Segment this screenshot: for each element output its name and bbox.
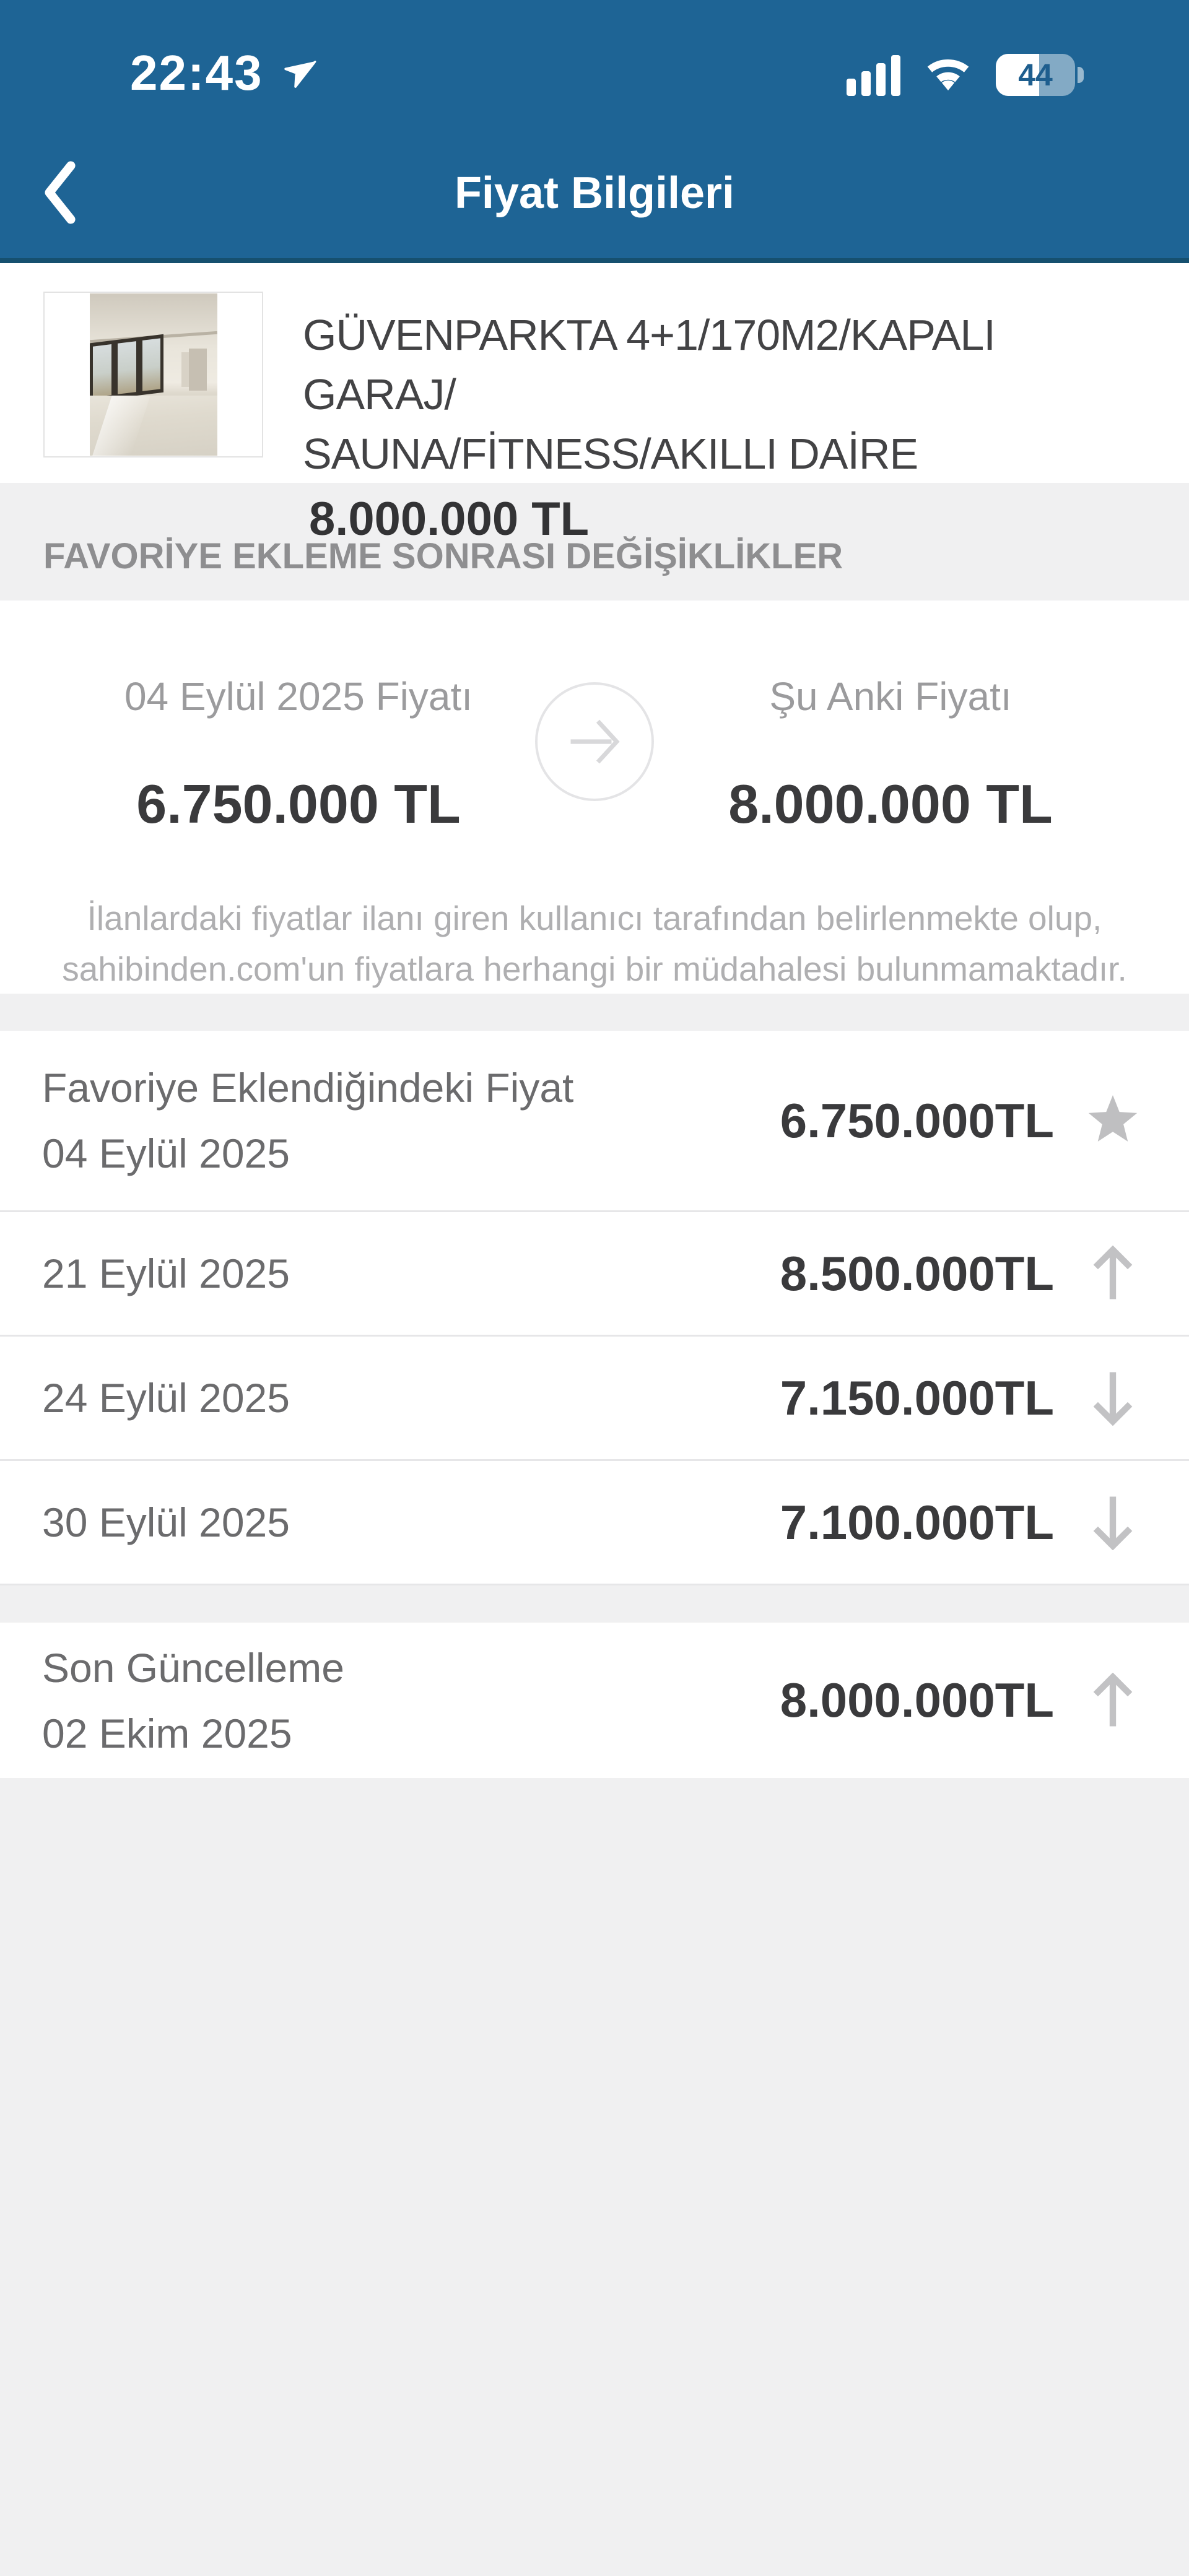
listing-title-line2: SAUNA/FİTNESS/AKILLI DAİRE [303, 430, 918, 478]
location-arrow-icon [279, 54, 318, 92]
row-label: Son Güncelleme [42, 1644, 344, 1691]
page-title: Fiyat Bilgileri [454, 168, 735, 218]
row-price: 8.000.000TL [780, 1673, 1054, 1727]
row-date: 30 Eylül 2025 [42, 1499, 290, 1545]
section-label: FAVORİYE EKLEME SONRASI DEĞİŞİKLİKLER [43, 536, 843, 576]
listing-text: GÜVENPARKTA 4+1/170M2/KAPALI GARAJ/ SAUN… [303, 292, 1146, 545]
row-price: 6.750.000TL [780, 1093, 1054, 1148]
row-price: 7.150.000TL [780, 1370, 1054, 1425]
row-label: Favoriye Eklendiğindeki Fiyat [42, 1065, 574, 1111]
back-button[interactable] [26, 156, 94, 230]
price-before-value: 6.750.000 TL [136, 773, 461, 835]
row-price: 8.500.000TL [780, 1246, 1054, 1301]
price-before-column: 04 Eylül 2025 Fiyatı 6.750.000 TL [62, 674, 535, 836]
price-now-value: 8.000.000 TL [728, 773, 1053, 835]
history-row-last-update: Son Güncelleme 02 Ekim 2025 8.000.000TL [0, 1623, 1189, 1778]
battery-icon: 44 [996, 53, 1084, 96]
star-icon [1076, 1095, 1149, 1146]
status-indicators: 44 [847, 51, 1084, 96]
listing-price: 8.000.000 TL [309, 493, 590, 545]
history-row: 21 Eylül 2025 8.500.000TL [0, 1212, 1189, 1337]
listing-summary[interactable]: GÜVENPARKTA 4+1/170M2/KAPALI GARAJ/ SAUN… [0, 263, 1189, 545]
row-price: 7.100.000TL [780, 1494, 1054, 1550]
history-row: 30 Eylül 2025 7.100.000TL [0, 1461, 1189, 1585]
apartment-interior-photo [89, 293, 217, 456]
status-time: 22:43 [130, 45, 263, 100]
status-bar: 22:43 44 [0, 45, 1189, 102]
arrow-right-circle-icon [535, 682, 654, 801]
arrow-down-icon [1076, 1494, 1149, 1550]
battery-percent: 44 [1018, 57, 1053, 92]
row-date: 24 Eylül 2025 [42, 1375, 290, 1421]
section-divider [0, 994, 1189, 1031]
nav-bar: Fiyat Bilgileri [0, 156, 1189, 230]
listing-title: GÜVENPARKTA 4+1/170M2/KAPALI GARAJ/ SAUN… [303, 305, 1146, 484]
price-history-list: Favoriye Eklendiğindeki Fiyat 04 Eylül 2… [0, 1031, 1189, 1778]
price-before-label: 04 Eylül 2025 Fiyatı [124, 674, 473, 719]
price-disclaimer: İlanlardaki fiyatlar ilanı giren kullanı… [0, 893, 1189, 994]
row-date: 02 Ekim 2025 [42, 1710, 292, 1756]
disclaimer-line1: İlanlardaki fiyatlar ilanı giren kullanı… [87, 899, 1102, 937]
app-header: 22:43 44 [0, 0, 1189, 263]
history-row: 24 Eylül 2025 7.150.000TL [0, 1337, 1189, 1461]
row-date: 21 Eylül 2025 [42, 1251, 290, 1296]
chevron-left-icon [42, 160, 78, 227]
listing-title-line1: GÜVENPARKTA 4+1/170M2/KAPALI GARAJ/ [303, 311, 996, 418]
price-comparison: 04 Eylül 2025 Fiyatı 6.750.000 TL Şu Ank… [0, 601, 1189, 994]
price-now-label: Şu Anki Fiyatı [769, 674, 1012, 719]
arrow-down-icon [1076, 1370, 1149, 1426]
disclaimer-line2: sahibinden.com'un fiyatlara herhangi bir… [62, 950, 1127, 988]
row-date: 04 Eylül 2025 [42, 1130, 290, 1176]
wifi-icon [919, 51, 977, 96]
section-label-band: FAVORİYE EKLEME SONRASI DEĞİŞİKLİKLER [0, 483, 1189, 601]
section-divider [0, 1585, 1189, 1623]
signal-bars-icon [847, 54, 900, 96]
arrow-up-icon [1076, 1672, 1149, 1728]
price-now-column: Şu Anki Fiyatı 8.000.000 TL [654, 674, 1127, 836]
arrow-up-icon [1076, 1246, 1149, 1301]
history-row-favorited: Favoriye Eklendiğindeki Fiyat 04 Eylül 2… [0, 1031, 1189, 1212]
listing-thumbnail[interactable] [43, 292, 263, 458]
